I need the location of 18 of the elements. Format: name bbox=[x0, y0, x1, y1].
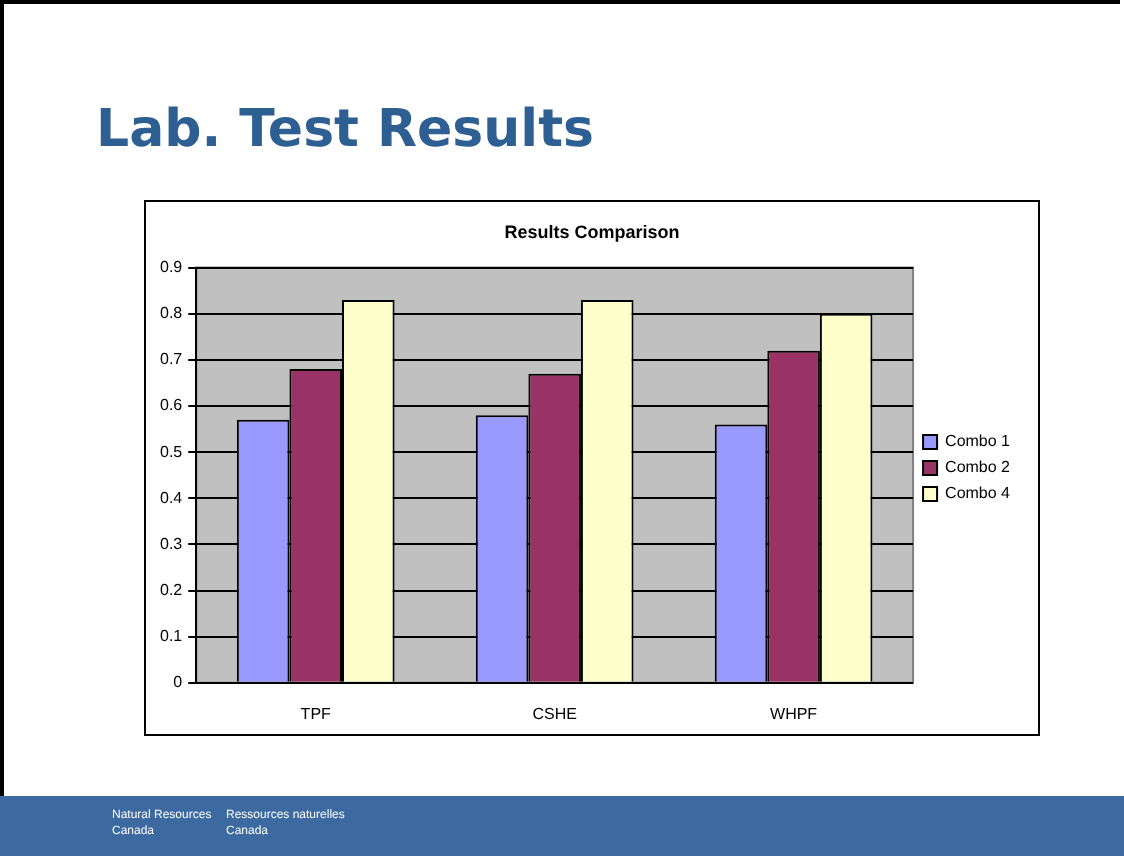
y-tick-label: 0.7 bbox=[159, 350, 184, 369]
y-tick-label: 0 bbox=[173, 673, 184, 692]
y-tick-label: 0.4 bbox=[159, 488, 184, 507]
y-tick-label: 0.2 bbox=[159, 580, 184, 599]
y-tick-label: 0.5 bbox=[159, 442, 184, 461]
y-tick-label: 0.9 bbox=[159, 258, 184, 277]
legend-label: Combo 1 bbox=[945, 432, 1012, 451]
chart-subtitle: Results Comparison bbox=[504, 221, 680, 242]
x-tick-label: CSHE bbox=[532, 704, 577, 723]
y-tick-label: 0.6 bbox=[159, 396, 184, 415]
y-tick-label: 0.1 bbox=[159, 627, 184, 646]
x-tick-label: WHPF bbox=[770, 704, 818, 723]
x-tick-label: TPF bbox=[300, 704, 332, 723]
chart-title: Lab. Test Results bbox=[96, 100, 594, 160]
legend-label: Combo 4 bbox=[945, 484, 1012, 503]
y-tick-label: 0.3 bbox=[159, 534, 184, 553]
legend-label: Combo 2 bbox=[945, 458, 1012, 477]
y-tick-label: 0.8 bbox=[159, 304, 184, 323]
